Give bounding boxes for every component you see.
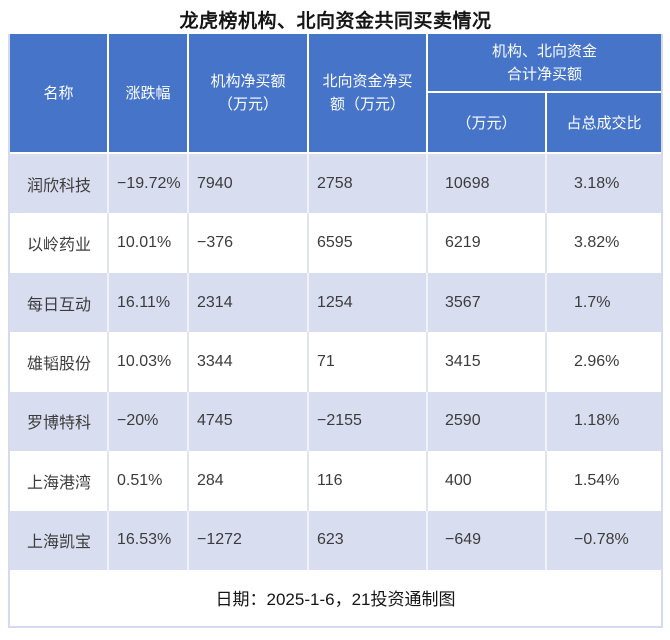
cell-stock-name: 每日互动: [27, 296, 92, 314]
cell-combined-net-buy: 2590: [426, 391, 545, 452]
cell-turnover-ratio: 2.96%: [545, 332, 661, 392]
cell-north-net-buy: 2758: [307, 154, 426, 214]
cell-north-net-buy: 71: [307, 332, 426, 392]
header-group-combined-subrow: （万元） 占总成交比: [428, 93, 661, 152]
cell-change-pct: −19.72%: [107, 154, 187, 214]
cell-change-pct: 0.51%: [107, 451, 187, 511]
header-cell-name: 名称: [43, 84, 74, 102]
cell-change-pct: 16.53%: [107, 510, 187, 570]
header-cell-change-pct: 涨跌幅: [107, 34, 187, 152]
footer-note: 日期：2025-1-6，21投资通制图: [10, 569, 661, 626]
cell-north-net-buy: 623: [307, 510, 426, 570]
cell-north-net-buy: 1254: [307, 272, 426, 333]
cell-turnover-ratio: 3.18%: [545, 154, 661, 214]
cell-change-pct: −20%: [107, 391, 187, 452]
cell-change-pct: 10.03%: [107, 332, 187, 392]
table-row: 罗博特科 −20% 4745 −2155 2590 1.18%: [10, 391, 661, 452]
table-row: 每日互动 16.11% 2314 1254 3567 1.7%: [10, 272, 661, 333]
header-cell-combined-ratio: 占总成交比: [545, 93, 661, 152]
table-row: 上海港湾 0.51% 284 116 400 1.54%: [10, 451, 661, 511]
cell-stock-name: 罗博特科: [27, 415, 92, 433]
table-row: 雄韬股份 10.03% 3344 71 3415 2.96%: [10, 332, 661, 392]
page-title: 龙虎榜机构、北向资金共同买卖情况: [179, 11, 492, 32]
cell-combined-net-buy: −649: [426, 510, 545, 570]
cell-north-net-buy: 6595: [307, 213, 426, 273]
cell-inst-net-buy: 2314: [187, 272, 307, 333]
cell-inst-net-buy: 284: [187, 451, 307, 511]
cell-inst-net-buy: 4745: [187, 391, 307, 452]
cell-inst-net-buy: −376: [187, 213, 307, 273]
cell-stock-name: 雄韬股份: [27, 355, 92, 373]
cell-stock-name: 润欣科技: [27, 177, 92, 195]
cell-combined-net-buy: 6219: [426, 213, 545, 273]
header-cell-combined-title: 机构、北向资金 合计净买额: [428, 34, 661, 93]
cell-inst-net-buy: 7940: [187, 154, 307, 214]
cell-turnover-ratio: 1.54%: [545, 451, 661, 511]
cell-stock-name: 上海港湾: [27, 474, 92, 492]
table-row: 上海凯宝 16.53% −1272 623 −649 −0.78%: [10, 510, 661, 570]
stocks-table: 名称 涨跌幅 机构净买额 （万元） 北向资金净买 额（万元） 机构、北向资金 合…: [8, 34, 663, 628]
header-cell-inst-net-buy: 机构净买额 （万元）: [187, 34, 307, 152]
cell-stock-name: 以岭药业: [27, 237, 92, 255]
cell-turnover-ratio: −0.78%: [545, 510, 661, 570]
cell-combined-net-buy: 400: [426, 451, 545, 511]
cell-north-net-buy: −2155: [307, 391, 426, 452]
cell-turnover-ratio: 3.82%: [545, 213, 661, 273]
table-row: 以岭药业 10.01% −376 6595 6219 3.82%: [10, 213, 661, 273]
table-header: 名称 涨跌幅 机构净买额 （万元） 北向资金净买 额（万元） 机构、北向资金 合…: [10, 34, 661, 154]
cell-inst-net-buy: −1272: [187, 510, 307, 570]
header-group-combined-net-buy: 机构、北向资金 合计净买额 （万元） 占总成交比: [426, 34, 661, 152]
cell-change-pct: 10.01%: [107, 213, 187, 273]
cell-turnover-ratio: 1.18%: [545, 391, 661, 452]
cell-change-pct: 16.11%: [107, 272, 187, 333]
cell-combined-net-buy: 3415: [426, 332, 545, 392]
header-cell-combined-wan: （万元）: [456, 115, 517, 132]
cell-combined-net-buy: 3567: [426, 272, 545, 333]
cell-north-net-buy: 116: [307, 451, 426, 511]
cell-stock-name: 上海凯宝: [27, 534, 92, 552]
cell-combined-net-buy: 10698: [426, 154, 545, 214]
cell-turnover-ratio: 1.7%: [545, 272, 661, 333]
cell-inst-net-buy: 3344: [187, 332, 307, 392]
header-cell-north-net-buy: 北向资金净买 额（万元）: [307, 34, 426, 152]
table-row: 润欣科技 −19.72% 7940 2758 10698 3.18%: [10, 154, 661, 214]
